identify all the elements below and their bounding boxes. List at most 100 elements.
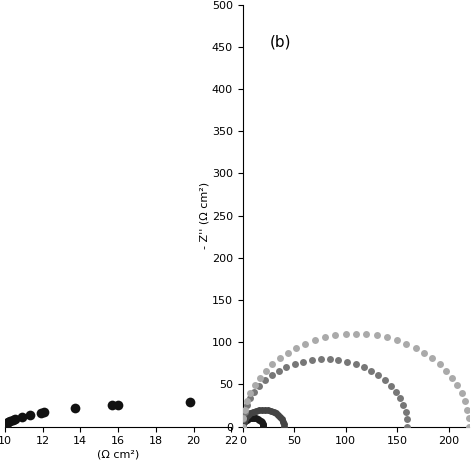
- Point: [248, 414, 256, 422]
- Point: [2, 421, 9, 428]
- Point: [114, 401, 122, 409]
- Point: [1, 422, 9, 430]
- Point: [321, 334, 329, 341]
- Point: [243, 416, 251, 424]
- Point: [436, 360, 444, 368]
- Point: [273, 410, 280, 417]
- Point: [448, 374, 456, 382]
- Point: [18, 413, 26, 421]
- Point: [268, 371, 275, 379]
- Point: [243, 413, 250, 421]
- Point: [284, 349, 292, 356]
- Point: [383, 334, 391, 341]
- Point: [274, 411, 282, 419]
- Point: [5, 418, 12, 426]
- Point: [352, 330, 360, 337]
- Point: [381, 376, 389, 384]
- Point: [1, 422, 9, 430]
- Point: [373, 332, 381, 339]
- Point: [258, 419, 265, 426]
- Point: [252, 407, 260, 415]
- Point: [275, 367, 283, 374]
- Point: [1, 421, 9, 429]
- Point: [1, 421, 9, 429]
- Point: [252, 415, 260, 422]
- Point: [251, 388, 258, 396]
- Point: [342, 330, 349, 338]
- Point: [278, 416, 286, 423]
- Point: [257, 417, 264, 425]
- Point: [367, 367, 375, 374]
- Point: [454, 382, 461, 389]
- Point: [1, 422, 9, 429]
- Point: [261, 406, 269, 413]
- Point: [1, 423, 9, 430]
- Point: [71, 404, 79, 412]
- Point: [335, 356, 342, 364]
- Point: [240, 418, 247, 426]
- Point: [464, 406, 471, 413]
- Point: [276, 354, 283, 362]
- Point: [412, 344, 419, 352]
- Point: [404, 423, 411, 430]
- Point: [268, 360, 276, 368]
- Point: [246, 389, 254, 397]
- Point: [249, 408, 257, 416]
- X-axis label: (Ω cm²): (Ω cm²): [97, 449, 139, 459]
- Point: [245, 411, 252, 419]
- Point: [264, 406, 272, 414]
- Point: [420, 349, 428, 356]
- Point: [239, 420, 246, 428]
- Point: [259, 421, 267, 429]
- Point: [292, 344, 300, 352]
- Point: [317, 356, 324, 363]
- Point: [246, 394, 254, 402]
- Point: [41, 409, 48, 416]
- Point: [1, 422, 9, 429]
- Point: [239, 423, 246, 430]
- Point: [7, 417, 14, 425]
- Point: [352, 360, 359, 368]
- Point: [402, 408, 410, 416]
- Point: [1, 421, 9, 428]
- Point: [458, 389, 465, 397]
- Point: [360, 406, 368, 414]
- Point: [400, 401, 407, 409]
- Point: [242, 417, 249, 425]
- Point: [2, 420, 9, 428]
- Point: [27, 411, 34, 419]
- Point: [255, 382, 263, 390]
- Point: [243, 401, 251, 409]
- Point: [241, 406, 248, 413]
- Point: [239, 423, 246, 430]
- Point: [1, 421, 9, 429]
- Point: [403, 416, 411, 423]
- Point: [299, 358, 307, 365]
- Point: [461, 397, 469, 405]
- Point: [393, 336, 401, 344]
- Point: [255, 416, 263, 424]
- Point: [251, 382, 258, 389]
- Point: [259, 423, 267, 430]
- Point: [259, 420, 266, 428]
- Point: [262, 376, 269, 384]
- Point: [410, 417, 418, 424]
- Point: [301, 340, 309, 347]
- Point: [255, 406, 263, 414]
- Point: [246, 410, 254, 417]
- Point: [331, 332, 339, 339]
- Point: [1, 423, 9, 430]
- Point: [239, 416, 247, 423]
- Point: [37, 409, 45, 417]
- Point: [239, 423, 246, 430]
- Point: [280, 423, 288, 430]
- Point: [246, 415, 254, 422]
- Point: [256, 374, 264, 382]
- Point: [291, 360, 298, 368]
- Point: [245, 415, 252, 423]
- Point: [239, 421, 246, 429]
- Point: [9, 416, 17, 424]
- Point: [270, 408, 277, 416]
- Point: [308, 356, 316, 364]
- Point: [241, 416, 248, 423]
